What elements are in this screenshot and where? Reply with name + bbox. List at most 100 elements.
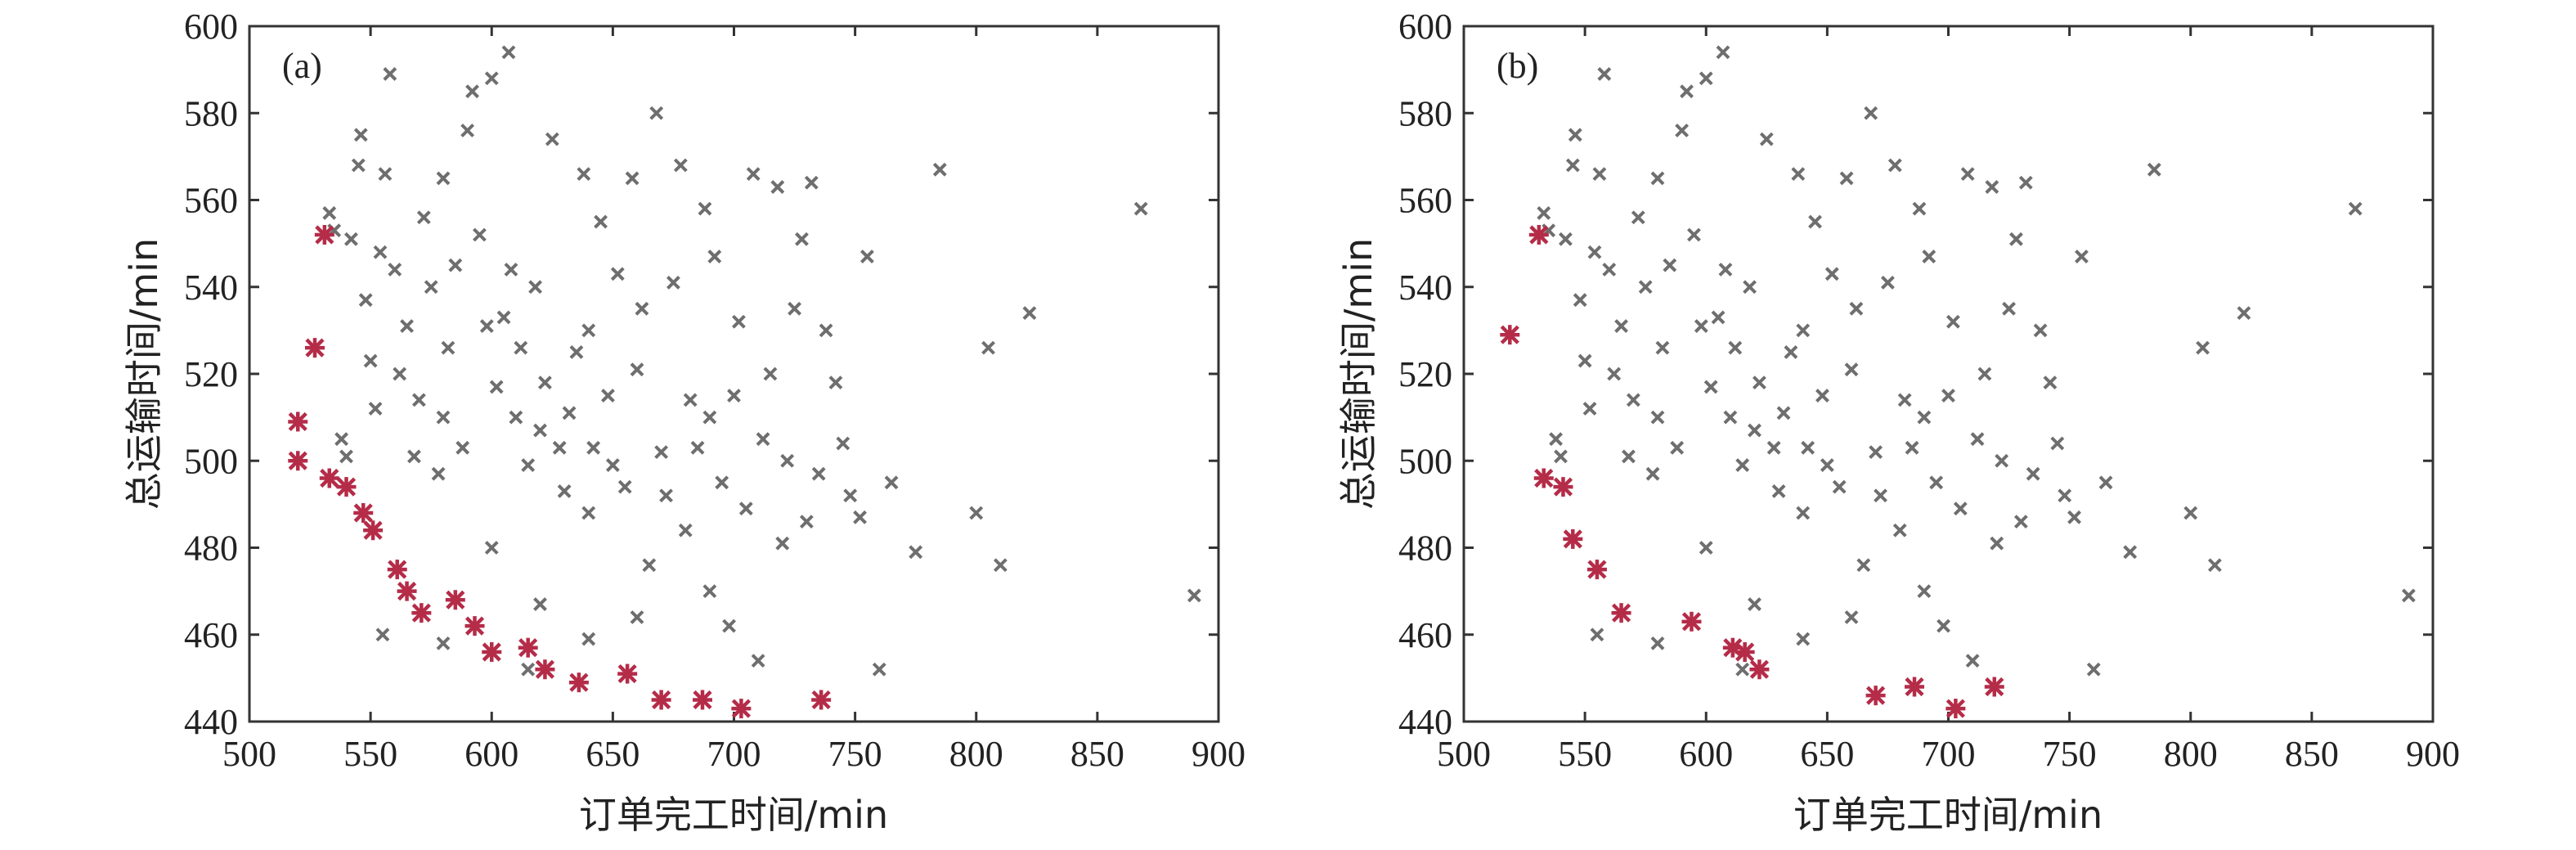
data-point [1917, 584, 1932, 599]
data-point [659, 488, 673, 503]
data-point [1796, 632, 1811, 646]
data-point [436, 410, 451, 425]
pareto-point [1553, 477, 1573, 497]
data-point [1776, 406, 1791, 421]
x-tick-label: 550 [1558, 734, 1612, 774]
data-point [635, 301, 649, 316]
data-point [521, 458, 536, 472]
data-point [1881, 276, 1895, 290]
pareto-point [353, 503, 374, 523]
data-point [496, 310, 511, 325]
data-point [1917, 410, 1932, 425]
x-tick-labels: 500 550 600 650 700 750 800 850 900 [222, 734, 1245, 774]
data-point [1801, 440, 1815, 455]
data-point [601, 389, 615, 403]
data-point [1808, 214, 1822, 229]
data-point [383, 67, 397, 81]
data-point [528, 280, 542, 295]
data-point [1864, 106, 1878, 120]
data-point [545, 132, 559, 146]
data-point [683, 393, 698, 407]
pareto-point [304, 338, 325, 358]
data-point [1892, 523, 1907, 537]
panel-label: (b) [1497, 46, 1538, 86]
y-tick-label: 500 [184, 441, 238, 481]
data-point [1897, 393, 1912, 407]
data-point [358, 293, 373, 308]
data-point [2348, 201, 2363, 216]
x-tick-label: 700 [1922, 734, 1976, 774]
pareto-point [387, 560, 407, 580]
data-point [334, 432, 348, 447]
data-point [1687, 227, 1701, 242]
data-point [2147, 162, 2161, 177]
data-point [1748, 597, 1761, 611]
y-tick-label: 440 [1398, 702, 1452, 742]
data-point [2013, 515, 2028, 529]
data-point [1784, 345, 1798, 359]
data-point [625, 171, 640, 186]
data-point [552, 440, 567, 455]
y-tick-label: 520 [1398, 354, 1452, 394]
data-point [594, 214, 608, 229]
data-point [586, 440, 601, 455]
plot-frame [248, 25, 1220, 723]
x-axis-title: 订单完工时间/min [579, 793, 888, 837]
data-point [501, 45, 516, 60]
data-point [504, 263, 518, 277]
data-point [1675, 124, 1690, 137]
data-point [424, 280, 438, 295]
data-point [1723, 410, 1738, 425]
data-point [1960, 167, 1975, 182]
data-point [2067, 510, 2081, 524]
data-point [1549, 432, 1563, 447]
data-point [1965, 654, 1980, 668]
data-point [1728, 340, 1743, 355]
pareto-point [1735, 642, 1755, 662]
pareto-point [1611, 603, 1631, 623]
data-point [2018, 175, 2033, 190]
data-point [746, 167, 761, 182]
pareto-point [692, 690, 712, 710]
data-point [407, 449, 421, 464]
y-tick-label: 600 [184, 7, 238, 47]
data-point [562, 406, 577, 421]
data-point [368, 402, 383, 416]
x-tick-label: 700 [707, 734, 761, 774]
data-point [727, 389, 741, 403]
data-point [2183, 506, 2198, 520]
pareto-point [1533, 468, 1554, 488]
pareto-point [363, 520, 384, 541]
x-tick-label: 650 [586, 734, 640, 774]
data-point [642, 558, 657, 573]
data-point [1849, 301, 1864, 316]
data-point [1985, 180, 1999, 194]
data-point [1568, 128, 1582, 142]
x-tick-label: 650 [1800, 734, 1854, 774]
data-point [322, 206, 337, 220]
data-point [344, 232, 358, 246]
data-point [1650, 171, 1665, 186]
data-point [1815, 389, 1829, 403]
y-tick-label: 560 [1398, 181, 1452, 221]
data-point [770, 180, 785, 194]
data-point [509, 410, 523, 425]
data-point [969, 506, 984, 520]
data-point [1699, 541, 1713, 555]
pareto-point [288, 451, 308, 471]
data-point [2123, 545, 2138, 560]
x-tick-label: 750 [828, 734, 882, 774]
y-tick-label: 560 [184, 181, 238, 221]
data-point [1703, 380, 1718, 394]
pareto-point [464, 616, 485, 636]
data-point [1711, 310, 1726, 325]
data-point [1796, 506, 1811, 520]
data-point [2009, 232, 2023, 246]
data-point [1590, 627, 1604, 642]
data-point [351, 158, 366, 173]
data-point [707, 250, 722, 263]
data-point [339, 449, 353, 464]
data-point [2075, 250, 2089, 263]
x-tick-labels: 500 550 600 650 700 750 800 850 900 [1437, 734, 2460, 774]
data-point [2026, 466, 2040, 481]
